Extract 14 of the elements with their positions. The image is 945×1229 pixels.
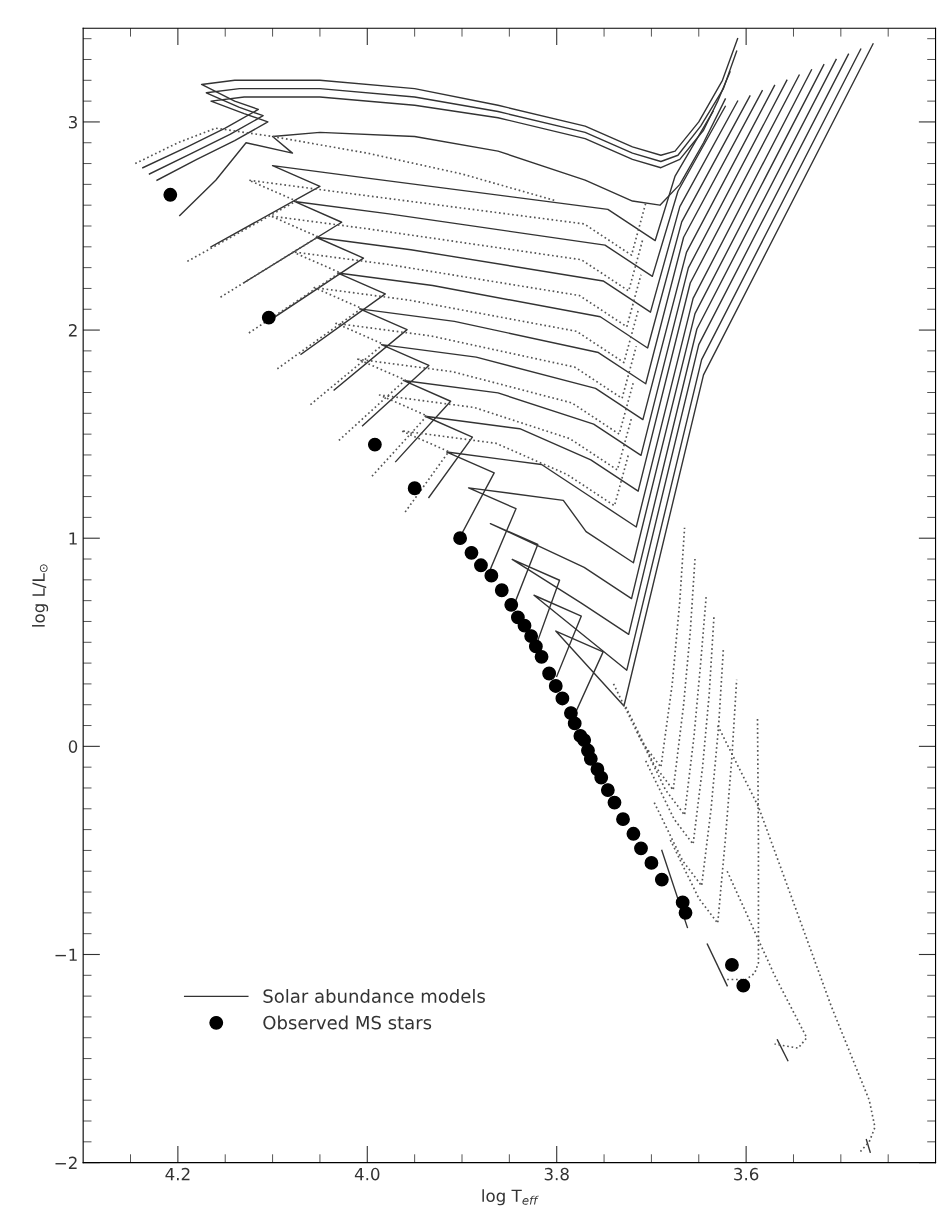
y-tick-label: 1 <box>69 532 77 545</box>
y-tick-label: 2 <box>68 324 77 337</box>
x-axis-title: log T$_{eff}$ <box>482 1189 539 1206</box>
legend-label: Observed MS stars <box>263 1015 432 1030</box>
x-tick-label: 4.2 <box>165 1167 190 1181</box>
y-tick-label: 0 <box>68 740 78 753</box>
y-tick-label: 3 <box>68 115 77 129</box>
y-tick-label: −2 <box>55 1156 77 1169</box>
x-tick-label: 4.0 <box>354 1167 380 1181</box>
x-tick-label: 3.6 <box>734 1167 759 1181</box>
y-tick-label: −1 <box>55 948 77 961</box>
legend-label: Solar abundance models <box>263 988 485 1003</box>
x-tick-label: 3.8 <box>544 1167 569 1181</box>
y-axis-title: log L/L$_{⊙}$ <box>32 564 49 627</box>
